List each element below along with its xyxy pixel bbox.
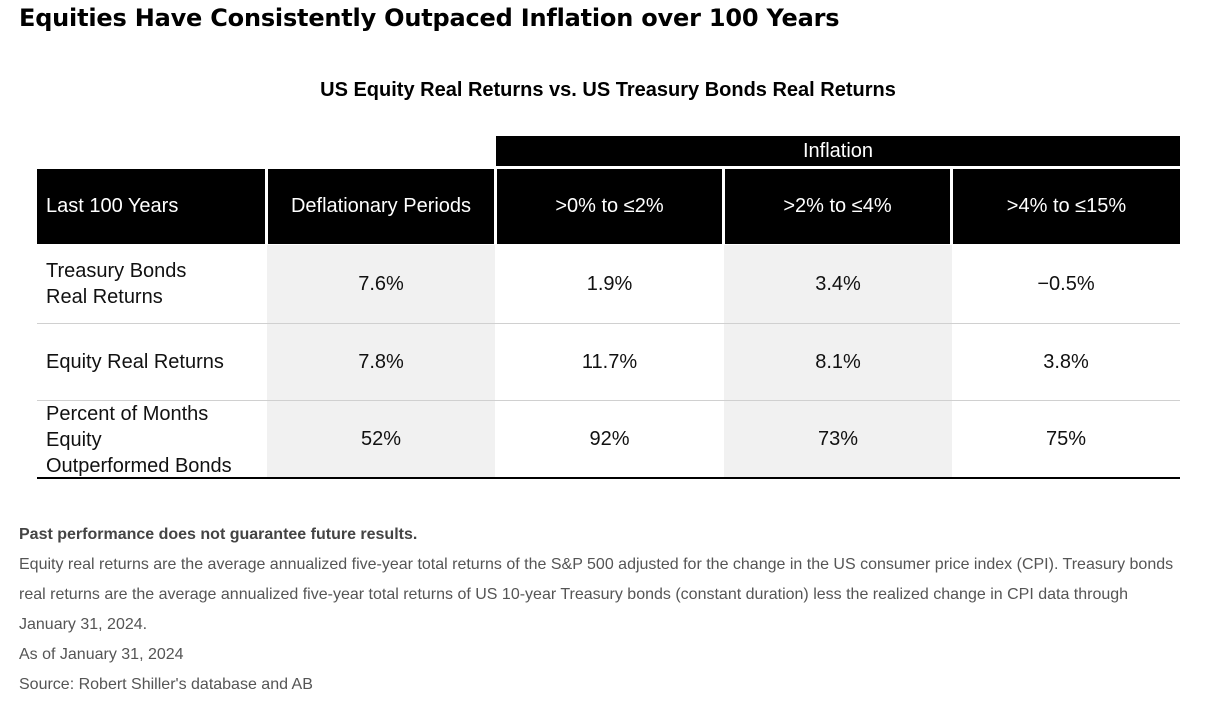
footnotes: Past performance does not guarantee futu… bbox=[19, 520, 1189, 700]
shaded-column-2-4 bbox=[724, 245, 952, 478]
table-cell: 7.6% bbox=[358, 272, 404, 295]
column-header-deflationary-periods: Deflationary Periods bbox=[268, 169, 494, 244]
table-cell: −0.5% bbox=[1037, 272, 1095, 295]
column-header-2-4: >2% to ≤4% bbox=[725, 169, 950, 244]
row-label-percent-months: Percent of Months Equity Outperformed Bo… bbox=[46, 402, 232, 477]
footnote-source: Source: Robert Shiller's database and AB bbox=[19, 676, 313, 693]
table-cell: 52% bbox=[360, 428, 402, 450]
table-cell: 11.7% bbox=[581, 350, 638, 373]
row-label-treasury-bonds: Treasury Bonds Real Returns bbox=[46, 260, 187, 308]
row-divider bbox=[37, 323, 1180, 324]
shaded-column-deflationary bbox=[267, 245, 495, 478]
column-header-4-15: >4% to ≤15% bbox=[953, 169, 1180, 244]
table-cell: 1.9% bbox=[586, 272, 633, 295]
footnote-as-of: As of January 31, 2024 bbox=[19, 646, 184, 663]
returns-table: Inflation Last 100 Years Deflationary Pe… bbox=[37, 136, 1180, 480]
table-cell: 7.8% bbox=[358, 350, 404, 373]
table-bottom-rule bbox=[37, 477, 1180, 479]
table-cell: 75% bbox=[1045, 428, 1087, 450]
table-cell: 8.1% bbox=[815, 350, 861, 373]
table-cell: 3.4% bbox=[815, 272, 861, 295]
group-header-inflation: Inflation bbox=[496, 136, 1180, 166]
footnote-disclaimer: Past performance does not guarantee futu… bbox=[19, 526, 418, 543]
table-cell: 73% bbox=[817, 428, 859, 450]
chart-title: US Equity Real Returns vs. US Treasury B… bbox=[320, 79, 896, 101]
footnote-definition: Equity real returns are the average annu… bbox=[19, 556, 1174, 633]
table-cell: 3.8% bbox=[1043, 350, 1089, 373]
row-label-equity-real-returns: Equity Real Returns bbox=[46, 351, 224, 373]
column-header-0-2: >0% to ≤2% bbox=[497, 169, 722, 244]
row-divider bbox=[37, 400, 1180, 401]
table-cell: 92% bbox=[589, 428, 630, 450]
page-title: Equities Have Consistently Outpaced Infl… bbox=[19, 4, 840, 32]
column-header-last-100-years: Last 100 Years bbox=[37, 169, 265, 244]
